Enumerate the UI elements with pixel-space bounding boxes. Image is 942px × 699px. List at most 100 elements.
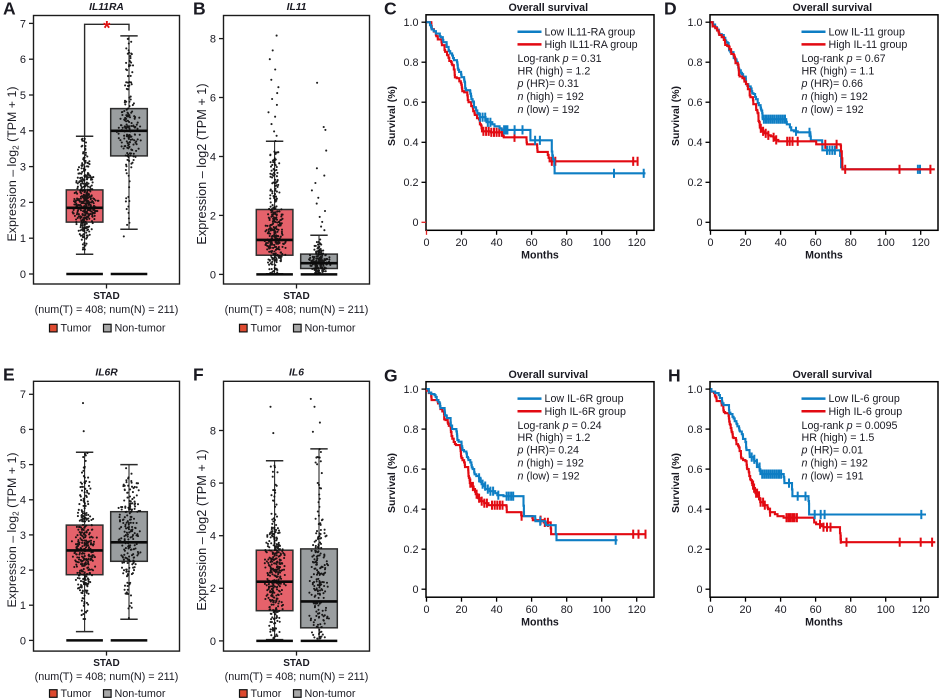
svg-text:B: B <box>193 0 206 19</box>
svg-text:6: 6 <box>20 54 26 66</box>
svg-text:80: 80 <box>561 237 573 249</box>
svg-text:0: 0 <box>412 584 418 596</box>
svg-text:Log-rank p = 0.24: Log-rank p = 0.24 <box>518 420 602 432</box>
svg-text:4: 4 <box>210 531 216 543</box>
svg-text:40: 40 <box>775 604 787 616</box>
svg-text:Tumor: Tumor <box>61 323 92 335</box>
svg-text:HR (high) = 1.2: HR (high) = 1.2 <box>518 65 591 77</box>
svg-text:0.2: 0.2 <box>687 544 702 556</box>
svg-text:1: 1 <box>20 233 26 245</box>
svg-text:p (HR)= 0.24: p (HR)= 0.24 <box>517 445 580 457</box>
svg-text:High IL11-RA group: High IL11-RA group <box>545 39 638 51</box>
svg-text:0: 0 <box>707 604 713 616</box>
svg-text:n (low) = 192: n (low) = 192 <box>518 471 580 483</box>
svg-text:(num(T) = 408; num(N) = 211): (num(T) = 408; num(N) = 211) <box>225 671 369 683</box>
svg-text:n (high) = 192: n (high) = 192 <box>518 458 584 470</box>
svg-text:IL6: IL6 <box>289 368 304 379</box>
svg-text:n (low) = 192: n (low) = 192 <box>802 104 864 116</box>
svg-text:STAD: STAD <box>93 291 119 302</box>
svg-text:40: 40 <box>491 604 503 616</box>
svg-text:0: 0 <box>696 584 702 596</box>
svg-text:60: 60 <box>526 237 538 249</box>
svg-text:High IL-11 group: High IL-11 group <box>829 39 908 51</box>
svg-text:0: 0 <box>210 269 216 281</box>
svg-text:60: 60 <box>810 604 822 616</box>
svg-text:4: 4 <box>210 151 216 163</box>
svg-text:0: 0 <box>210 636 216 648</box>
svg-text:80: 80 <box>561 604 573 616</box>
svg-text:1.0: 1.0 <box>403 384 418 396</box>
svg-text:5: 5 <box>20 90 26 102</box>
svg-text:A: A <box>3 0 16 19</box>
svg-text:IL11RA: IL11RA <box>89 2 124 13</box>
svg-text:Expression – log2 (TPM + 1): Expression – log2 (TPM + 1) <box>5 86 21 241</box>
svg-text:Overall survival: Overall survival <box>508 2 588 14</box>
svg-text:Survival (%): Survival (%) <box>386 86 398 146</box>
svg-text:Tumor: Tumor <box>61 688 92 699</box>
svg-text:(num(T) = 408; num(N) = 211): (num(T) = 408; num(N) = 211) <box>35 671 179 683</box>
svg-text:0: 0 <box>20 269 26 281</box>
svg-text:HR (high) = 1.1: HR (high) = 1.1 <box>802 65 875 77</box>
svg-text:0: 0 <box>20 635 26 647</box>
svg-text:1.0: 1.0 <box>687 384 702 396</box>
svg-text:Log-rank p = 0.31: Log-rank p = 0.31 <box>518 53 602 65</box>
svg-text:Non-tumor: Non-tumor <box>305 688 356 699</box>
svg-text:60: 60 <box>810 237 822 249</box>
svg-text:120: 120 <box>912 604 930 616</box>
svg-text:3: 3 <box>20 162 26 174</box>
svg-text:0.2: 0.2 <box>687 177 702 189</box>
svg-text:120: 120 <box>628 604 646 616</box>
svg-text:40: 40 <box>491 237 503 249</box>
svg-text:0.4: 0.4 <box>403 504 418 516</box>
svg-text:n (low) = 192: n (low) = 192 <box>518 104 580 116</box>
svg-text:Survival (%): Survival (%) <box>670 86 682 146</box>
svg-text:7: 7 <box>20 389 26 401</box>
svg-text:F: F <box>193 364 204 384</box>
svg-text:20: 20 <box>455 237 467 249</box>
svg-text:D: D <box>664 0 677 19</box>
svg-text:80: 80 <box>845 237 857 249</box>
svg-text:p (HR)= 0.31: p (HR)= 0.31 <box>517 78 580 90</box>
svg-text:Non-tumor: Non-tumor <box>115 323 166 335</box>
svg-text:p (HR)= 0.66: p (HR)= 0.66 <box>801 78 864 90</box>
svg-text:1: 1 <box>20 600 26 612</box>
svg-text:0.2: 0.2 <box>403 177 418 189</box>
svg-text:Low IL-6 group: Low IL-6 group <box>829 393 900 405</box>
svg-text:Expression – log2 (TPM + 1): Expression – log2 (TPM + 1) <box>5 452 21 607</box>
svg-text:0: 0 <box>423 604 429 616</box>
svg-text:Overall survival: Overall survival <box>792 2 872 14</box>
svg-text:Months: Months <box>521 250 559 262</box>
svg-text:100: 100 <box>593 604 611 616</box>
svg-text:2: 2 <box>210 583 216 595</box>
svg-text:20: 20 <box>739 237 751 249</box>
svg-text:n (high) = 192: n (high) = 192 <box>518 91 584 103</box>
svg-text:Expression – log2 (TPM + 1): Expression – log2 (TPM + 1) <box>195 83 209 244</box>
svg-text:0.4: 0.4 <box>403 137 418 149</box>
svg-text:E: E <box>3 364 15 384</box>
svg-text:p (HR)= 0.01: p (HR)= 0.01 <box>801 445 864 457</box>
svg-text:Log-rank p = 0.0095: Log-rank p = 0.0095 <box>802 420 898 432</box>
svg-text:HR (high) = 1.5: HR (high) = 1.5 <box>802 432 875 444</box>
svg-text:0.6: 0.6 <box>403 97 418 109</box>
svg-text:STAD: STAD <box>93 658 119 669</box>
svg-text:Non-tumor: Non-tumor <box>305 323 356 335</box>
svg-text:n (high) = 192: n (high) = 192 <box>802 458 868 470</box>
svg-text:0.8: 0.8 <box>403 57 418 69</box>
svg-text:0.4: 0.4 <box>687 137 702 149</box>
svg-text:2: 2 <box>20 197 26 209</box>
svg-text:0.6: 0.6 <box>403 464 418 476</box>
svg-text:Overall survival: Overall survival <box>792 369 872 381</box>
svg-text:1.0: 1.0 <box>687 17 702 29</box>
svg-text:2: 2 <box>20 565 26 577</box>
svg-text:4: 4 <box>20 495 26 507</box>
svg-text:100: 100 <box>877 237 895 249</box>
svg-text:(num(T) = 408; num(N) = 211): (num(T) = 408; num(N) = 211) <box>35 304 179 316</box>
svg-text:5: 5 <box>20 460 26 472</box>
svg-text:7: 7 <box>20 18 26 30</box>
svg-text:Months: Months <box>805 616 843 628</box>
svg-text:STAD: STAD <box>283 658 309 669</box>
svg-text:0.8: 0.8 <box>687 57 702 69</box>
svg-text:60: 60 <box>526 604 538 616</box>
svg-text:0: 0 <box>696 217 702 229</box>
svg-text:0.8: 0.8 <box>687 424 702 436</box>
